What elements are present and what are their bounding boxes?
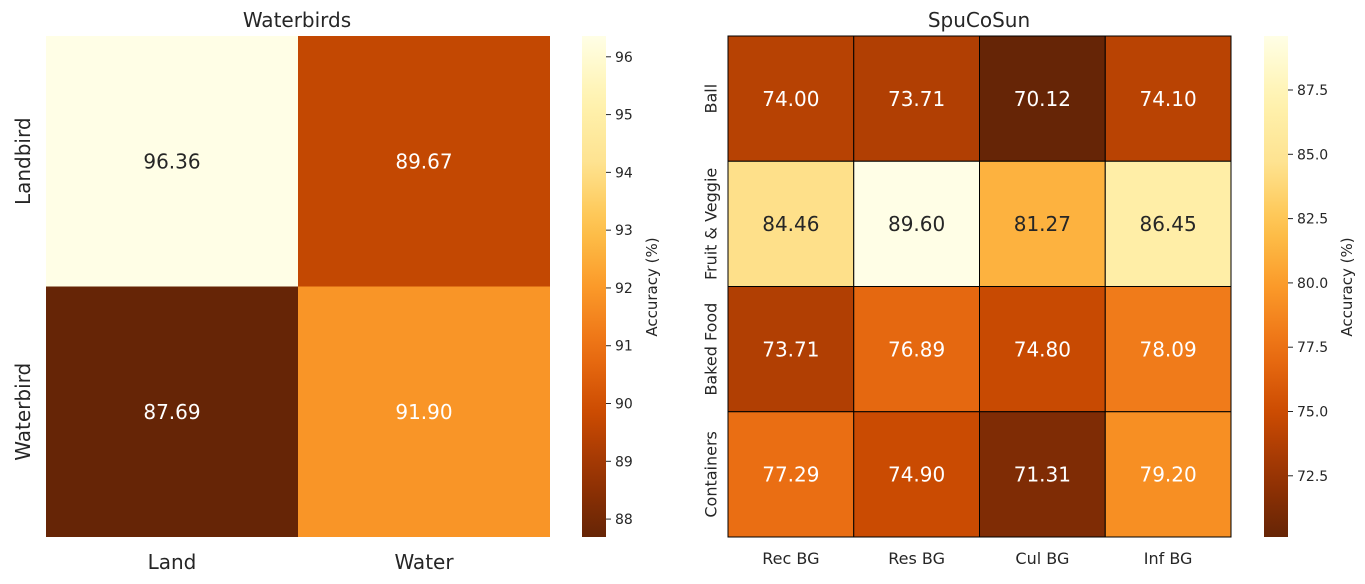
colorbar-gradient [582, 36, 606, 537]
heatmap-cell [1104, 286, 1232, 413]
x-axis-labels: Rec BG Res BG Cul BG Inf BG [762, 549, 1192, 568]
cell-value-label: 74.10 [1139, 87, 1196, 111]
cell-value-label: 79.20 [1139, 463, 1196, 487]
colorbar-tick-label: 87.5 [1297, 83, 1328, 99]
colorbar-label: Accuracy (%) [1338, 237, 1356, 336]
y-tick-label: Fruit & Veggie [702, 168, 721, 280]
heatmap-cell [1104, 411, 1232, 538]
heatmap-cell [727, 411, 855, 538]
colorbar-ticks: 88 89 90 91 92 93 94 95 96 [606, 50, 633, 528]
colorbar-tick-label: 94 [615, 165, 633, 181]
y-tick-label: Ball [702, 84, 721, 114]
cell-value-label: 76.89 [888, 337, 945, 361]
colorbar: 88 89 90 91 92 93 94 95 96 Accuracy (%) [582, 36, 661, 537]
colorbar-tick-label: 77.5 [1297, 340, 1328, 356]
cell-value-label: 91.90 [395, 400, 452, 424]
y-tick-label: Containers [702, 431, 721, 518]
colorbar-tick-label: 90 [615, 397, 633, 413]
heatmap-cells: 96.36 89.67 87.69 91.90 [46, 36, 550, 537]
colorbar-tick-label: 85.0 [1297, 147, 1328, 163]
x-tick-label: Rec BG [762, 549, 819, 568]
heatmap-cell [1104, 160, 1232, 287]
cell-value-label: 86.45 [1139, 212, 1196, 236]
heatmap-cell [727, 160, 855, 287]
x-tick-label: Inf BG [1144, 549, 1193, 568]
colorbar-tick-label: 92 [615, 281, 633, 297]
heatmap-waterbirds: Waterbirds 96.36 89.67 87.69 91.90 Landbird… [11, 8, 661, 574]
cell-value-label: 74.00 [762, 87, 819, 111]
heatmap-cell [298, 286, 550, 537]
heatmap-cell [979, 411, 1106, 538]
colorbar-tick-label: 93 [615, 223, 633, 239]
cell-value-label: 74.90 [888, 463, 945, 487]
heatmap-cell [46, 286, 298, 537]
heatmap-cell [46, 36, 298, 287]
cell-value-label: 71.31 [1014, 463, 1071, 487]
heatmap-cell [298, 36, 550, 287]
heatmap-cell [727, 286, 855, 413]
chart-title: Waterbirds [243, 8, 351, 32]
y-tick-label: Landbird [11, 117, 35, 205]
colorbar-tick-label: 91 [615, 339, 633, 355]
colorbar-ticks: 72.5 75.0 77.5 80.0 82.5 85.0 87.5 [1288, 83, 1328, 485]
heatmap-cell [1104, 35, 1232, 162]
y-axis-labels: Landbird Waterbird [11, 117, 35, 460]
colorbar-tick-label: 95 [615, 108, 633, 124]
cell-value-label: 74.80 [1014, 337, 1071, 361]
colorbar-tick-label: 80.0 [1297, 276, 1328, 292]
chart-title: SpuCoSun [928, 8, 1030, 32]
cell-value-label: 73.71 [888, 87, 945, 111]
cell-value-label: 96.36 [143, 149, 200, 173]
cell-value-label: 89.60 [888, 212, 945, 236]
cell-value-label: 77.29 [762, 463, 819, 487]
heatmap-cell [979, 35, 1106, 162]
colorbar-tick-label: 75.0 [1297, 404, 1328, 420]
cell-value-label: 87.69 [143, 400, 200, 424]
heatmap-cell [853, 286, 980, 413]
cell-value-label: 78.09 [1139, 337, 1196, 361]
y-tick-label: Baked Food [702, 303, 721, 396]
x-tick-label: Res BG [888, 549, 945, 568]
colorbar-tick-label: 72.5 [1297, 469, 1328, 485]
colorbar-tick-label: 89 [615, 454, 633, 470]
x-tick-label: Cul BG [1015, 549, 1069, 568]
cell-value-label: 81.27 [1014, 212, 1071, 236]
x-tick-label: Water [394, 550, 454, 574]
colorbar: 72.5 75.0 77.5 80.0 82.5 85.0 87.5 Accuracy (%… [1264, 36, 1356, 537]
x-axis-labels: Land Water [148, 550, 455, 574]
cell-value-label: 70.12 [1014, 87, 1071, 111]
heatmap-cell [853, 411, 980, 538]
colorbar-tick-label: 96 [615, 50, 633, 66]
cell-value-label: 89.67 [395, 149, 452, 173]
colorbar-label: Accuracy (%) [643, 237, 661, 336]
heatmap-cells: 74.00 73.71 70.12 74.10 84.46 89.60 81.27 86.45… [727, 35, 1232, 538]
y-axis-labels: Ball Fruit & Veggie Baked Food Containers [702, 84, 721, 518]
colorbar-gradient [1264, 36, 1288, 537]
heatmap-cell [979, 286, 1106, 413]
colorbar-tick-label: 82.5 [1297, 212, 1328, 228]
x-tick-label: Land [148, 550, 197, 574]
cell-value-label: 84.46 [762, 212, 819, 236]
cell-value-label: 73.71 [762, 337, 819, 361]
heatmap-spucosun: SpuCoSun 74.00 73.71 70.12 74.10 84.46 89.60 8… [702, 8, 1357, 568]
colorbar-tick-label: 88 [615, 512, 633, 528]
y-tick-label: Waterbird [11, 363, 35, 461]
